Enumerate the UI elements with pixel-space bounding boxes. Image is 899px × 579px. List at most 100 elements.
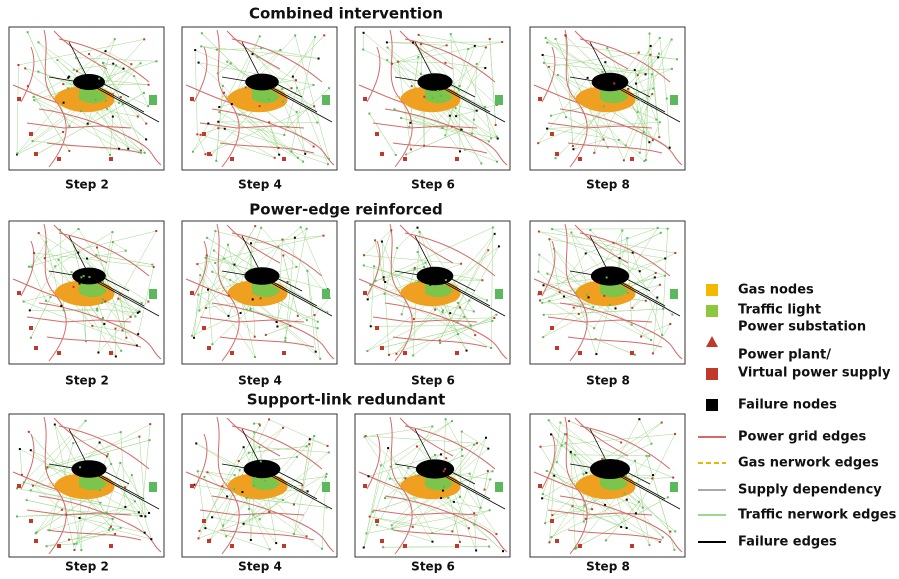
node: [306, 228, 308, 230]
node: [488, 140, 490, 142]
node: [585, 472, 587, 474]
node: [473, 523, 475, 525]
node: [565, 116, 567, 118]
node: [389, 478, 391, 480]
node: [651, 443, 653, 445]
node: [621, 230, 623, 232]
node: [571, 505, 573, 507]
node: [661, 334, 663, 336]
legend-traffic: [706, 305, 718, 317]
node: [669, 147, 671, 149]
node: [289, 325, 291, 327]
node: [451, 126, 453, 128]
node: [246, 309, 248, 311]
node: [96, 308, 98, 310]
node: [639, 152, 641, 154]
node: [589, 229, 591, 231]
node: [325, 476, 327, 478]
step-label: Step 6: [411, 178, 455, 192]
node: [72, 242, 74, 244]
node: [445, 457, 447, 459]
node: [96, 246, 98, 248]
node: [363, 264, 365, 266]
legend-label: Failure nodes: [738, 398, 837, 413]
green-cluster: [149, 482, 157, 492]
node: [401, 313, 403, 315]
node: [83, 275, 85, 277]
node: [441, 311, 443, 313]
node: [199, 274, 201, 276]
power-plant: [555, 346, 559, 350]
node: [420, 73, 422, 75]
node: [16, 515, 18, 517]
node: [412, 42, 414, 44]
node: [543, 314, 545, 316]
node: [370, 325, 372, 327]
node: [80, 276, 82, 278]
node: [386, 41, 388, 43]
node: [490, 137, 492, 139]
node: [54, 265, 56, 267]
node: [278, 147, 280, 149]
node: [476, 110, 478, 112]
network-panel: [355, 27, 510, 170]
node: [108, 529, 110, 531]
node: [366, 350, 368, 352]
node: [443, 470, 445, 472]
node: [99, 502, 101, 504]
node: [666, 98, 668, 100]
node: [548, 238, 550, 240]
node: [484, 489, 486, 491]
node: [664, 275, 666, 277]
node: [287, 281, 289, 283]
node: [631, 307, 633, 309]
node: [284, 337, 286, 339]
node: [315, 351, 317, 353]
power-plant: [190, 484, 194, 488]
step-label: Step 4: [238, 178, 282, 192]
node: [463, 316, 465, 318]
node: [277, 246, 279, 248]
node: [317, 321, 319, 323]
node: [468, 527, 470, 529]
node: [58, 259, 60, 261]
node: [651, 73, 653, 75]
power-plant: [230, 351, 234, 355]
node: [134, 500, 136, 502]
node: [118, 148, 120, 150]
node: [643, 160, 645, 162]
node: [253, 423, 255, 425]
node: [33, 252, 35, 254]
node: [99, 442, 101, 444]
step-label: Step 6: [411, 374, 455, 388]
power-plant: [380, 152, 384, 156]
node: [480, 507, 482, 509]
node: [240, 312, 242, 314]
node: [231, 103, 233, 105]
node: [645, 73, 647, 75]
node: [440, 95, 442, 97]
node: [203, 476, 205, 478]
power-plant: [380, 346, 384, 350]
node: [59, 229, 61, 231]
network-panel: [182, 27, 337, 170]
node: [323, 235, 325, 237]
node: [390, 229, 392, 231]
node: [460, 129, 462, 131]
node: [416, 445, 418, 447]
node: [199, 530, 201, 532]
power-plant: [109, 544, 113, 548]
node: [459, 541, 461, 543]
node: [291, 87, 293, 89]
legend-label: Gas nodes: [738, 283, 814, 298]
node: [80, 110, 82, 112]
node: [30, 337, 32, 339]
node: [458, 89, 460, 91]
node: [620, 526, 622, 528]
node: [144, 515, 146, 517]
node: [429, 284, 431, 286]
node: [61, 509, 63, 511]
green-cluster: [670, 289, 678, 299]
node: [546, 470, 548, 472]
node: [383, 279, 385, 281]
